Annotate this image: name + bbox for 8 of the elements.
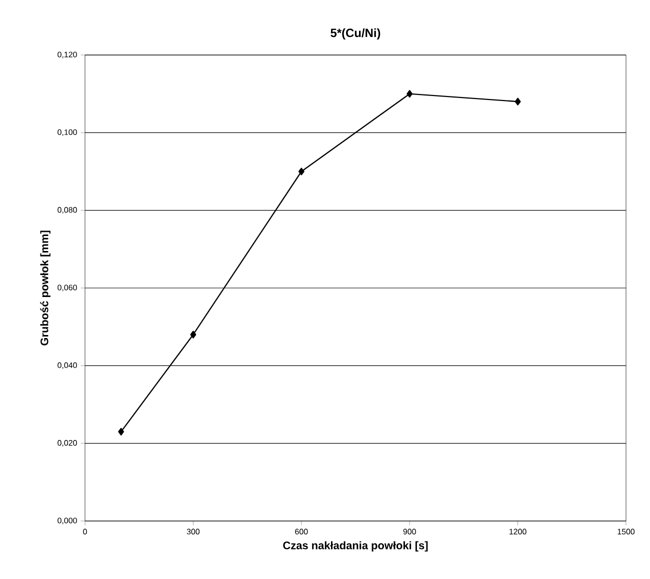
x-axis-title: Czas nakładania powłoki [s] [283, 541, 428, 552]
point [298, 168, 304, 176]
point [118, 428, 124, 436]
point [190, 330, 196, 338]
point [514, 98, 521, 106]
point [406, 90, 413, 98]
y-axis-title: Grubość powłok [mm] [40, 230, 50, 346]
chart-title: 5*(Cu/Ni) [330, 28, 380, 40]
